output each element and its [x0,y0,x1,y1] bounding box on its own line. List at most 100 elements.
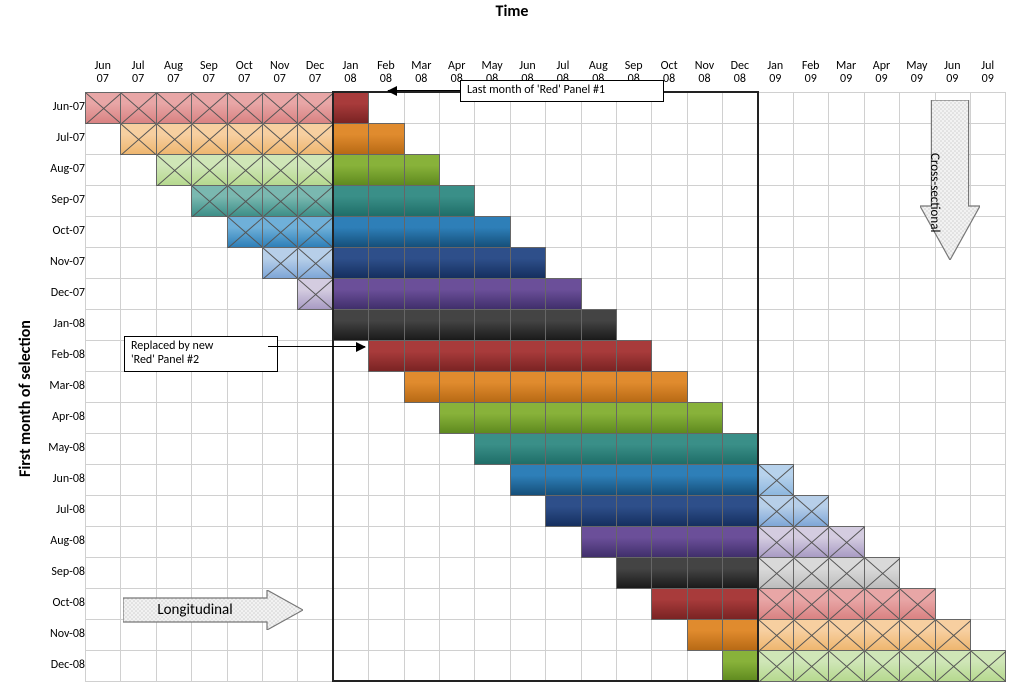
panel-cell [227,216,263,248]
panel-cell [262,247,298,279]
panel-cell [333,247,369,279]
panel-cell [616,495,652,527]
panel-cell [404,340,440,372]
panel-cell [651,588,687,620]
row-header: Oct-08 [30,597,91,610]
panel-cell [616,433,652,465]
panel-cell [474,278,510,310]
callout-replaced-red: Replaced by new 'Red' Panel #2 [124,336,278,372]
panel-cell [581,402,617,434]
row-header: May-08 [30,442,91,455]
panel-cell [651,402,687,434]
panel-cell [616,340,652,372]
panel-cell [687,526,723,558]
panel-cell [510,402,546,434]
panel-cell [368,247,404,279]
column-header: May 09 [899,60,934,92]
column-header: Feb 08 [368,60,403,92]
panel-cell [828,557,864,589]
panel-cell [262,123,298,155]
panel-cell [227,185,263,217]
panel-cell [545,433,581,465]
panel-cell [545,464,581,496]
panel-cell [758,619,794,651]
panel-cell [368,309,404,341]
panel-cell [687,588,723,620]
panel-cell [581,340,617,372]
panel-cell [439,309,475,341]
panel-cell [616,464,652,496]
panel-cell [297,278,333,310]
panel-cell [368,340,404,372]
panel-cell [368,216,404,248]
diagram-root: Time First month of selection Jun 07Jul … [0,0,1024,684]
column-header: Apr 09 [864,60,899,92]
column-header: Jul 07 [120,60,155,92]
column-header: Nov 07 [262,60,297,92]
panel-cell [793,495,829,527]
panel-cell [368,185,404,217]
panel-cell [474,216,510,248]
panel-cell [899,588,935,620]
column-header: Jun 09 [935,60,970,92]
panel-cell [191,185,227,217]
row-header: Jul-07 [30,132,91,145]
panel-cell [758,650,794,682]
column-header: Jan 09 [758,60,793,92]
panel-cell [333,154,369,186]
panel-cell [404,185,440,217]
panel-cell [474,309,510,341]
row-header: Jan-08 [30,318,91,331]
panel-cell [687,402,723,434]
panel-cell [333,92,369,124]
row-header: Apr-08 [30,411,91,424]
row-header: Nov-08 [30,628,91,641]
panel-cell [510,247,546,279]
panel-cell [616,402,652,434]
panel-cell [899,650,935,682]
panel-cell [722,650,758,682]
panel-cell [722,433,758,465]
panel-cell [191,123,227,155]
panel-cell [297,123,333,155]
panel-cell [510,433,546,465]
panel-cell [439,247,475,279]
panel-cell [368,154,404,186]
panel-cell [545,495,581,527]
panel-cell [651,526,687,558]
panel-cell [297,185,333,217]
row-header: Jun-08 [30,473,91,486]
panel-cell [262,216,298,248]
panel-cell [828,526,864,558]
row-header: Jul-08 [30,504,91,517]
panel-cell [120,123,156,155]
row-header: Jun-07 [30,101,91,114]
panel-cell [545,309,581,341]
panel-cell [651,371,687,403]
panel-cell [864,588,900,620]
panel-cell [581,433,617,465]
row-header: Oct-07 [30,225,91,238]
panel-cell [545,278,581,310]
panel-cell [581,526,617,558]
column-header: Dec 08 [722,60,757,92]
panel-cell [616,526,652,558]
panel-cell [191,154,227,186]
panel-cell [581,495,617,527]
x-axis-title: Time [0,2,1024,21]
panel-cell [722,495,758,527]
panel-cell [474,402,510,434]
column-header: Oct 07 [227,60,262,92]
panel-cell [404,371,440,403]
panel-cell [758,495,794,527]
panel-cell [793,619,829,651]
row-header: Nov-07 [30,256,91,269]
column-header: Dec 07 [297,60,332,92]
panel-cell [793,588,829,620]
cross-sectional-label: Cross-sectional [927,153,942,232]
panel-cell [439,371,475,403]
row-header: Dec-07 [30,287,91,300]
panel-cell [793,526,829,558]
panel-cell [687,433,723,465]
column-header: Aug 07 [156,60,191,92]
